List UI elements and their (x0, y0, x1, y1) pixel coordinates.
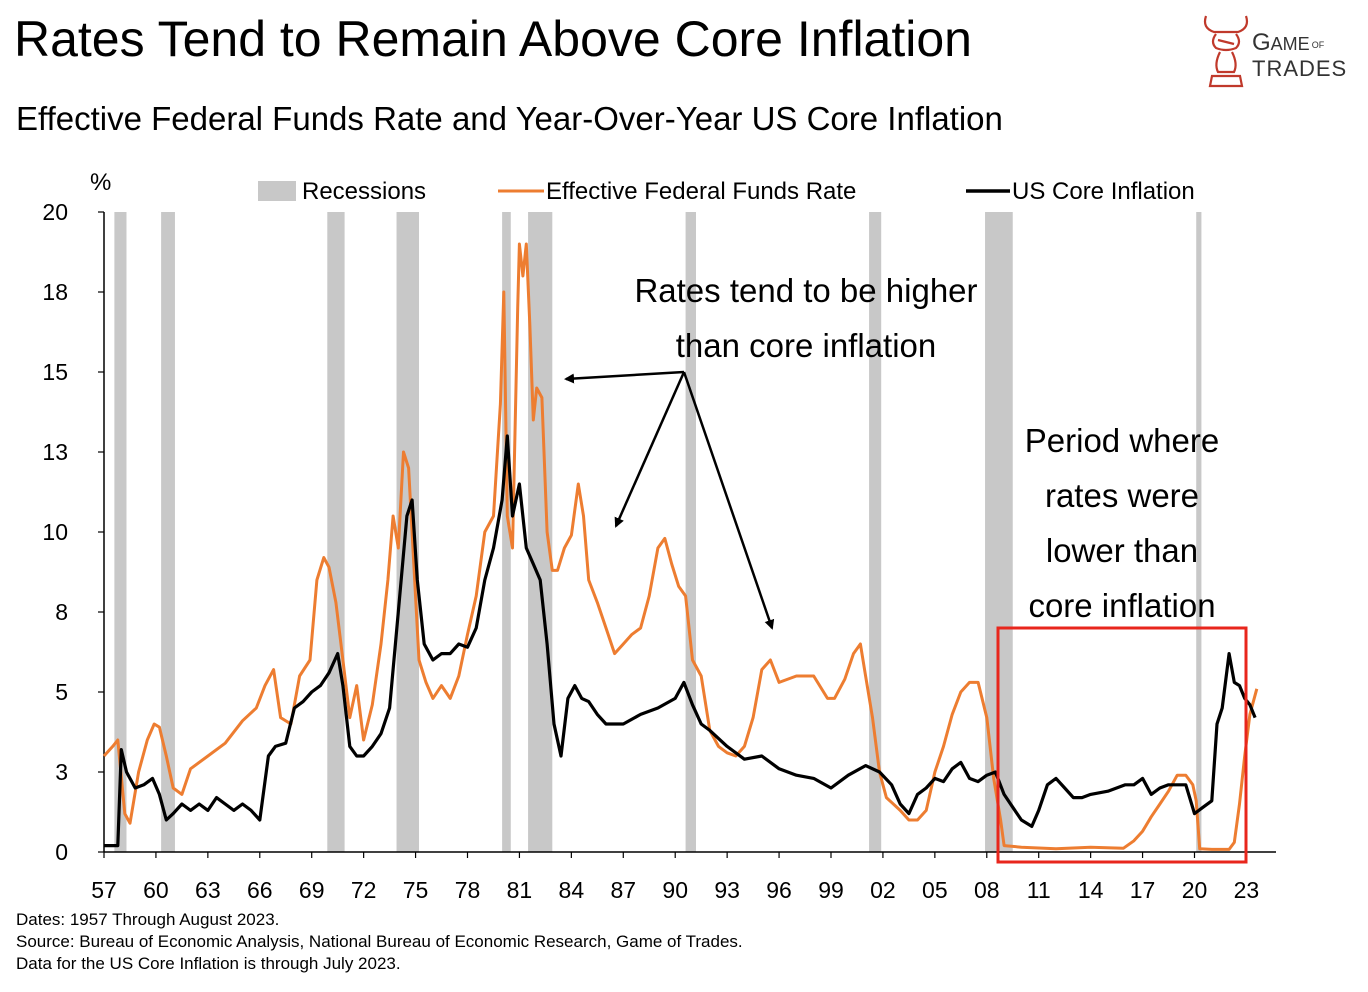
y-tick-label: 3 (55, 759, 68, 785)
x-tick-label: 14 (1078, 877, 1104, 900)
recession-band (502, 212, 511, 852)
x-tick-label: 99 (818, 877, 844, 900)
recession-band (114, 212, 127, 852)
logo-game-g: G (1252, 29, 1271, 56)
x-tick-label: 57 (91, 877, 117, 900)
brand-logo: GAME OF TRADES (1196, 6, 1356, 96)
annotation-period-line2: rates were (1045, 477, 1199, 514)
recession-band (327, 212, 345, 852)
chart: % 0 3 5 8 10 13 15 18 20 57 60 63 66 69 72 75 78 81 84 87 90 9… (42, 169, 1276, 900)
chart-series (102, 242, 1259, 851)
y-tick-label: 5 (55, 679, 68, 705)
fed-funds-rate-line (102, 242, 1259, 851)
legend-label-fed-funds: Effective Federal Funds Rate (546, 178, 856, 205)
legend-label-core: US Core Inflation (1012, 178, 1195, 205)
x-tick-label: 20 (1182, 877, 1208, 900)
chart-axes: % 0 3 5 8 10 13 15 18 20 57 60 63 66 69 72 75 78 81 84 87 90 9… (42, 169, 1276, 900)
legend-label-recessions: Recessions (302, 178, 426, 205)
y-tick-label: 8 (55, 599, 68, 625)
x-tick-label: 72 (351, 877, 377, 900)
footer-source: Source: Bureau of Economic Analysis, Nat… (16, 932, 743, 951)
page-subtitle: Effective Federal Funds Rate and Year-Ov… (16, 100, 1003, 137)
highlight-box (996, 626, 1248, 864)
footer-note: Data for the US Core Inflation is throug… (16, 954, 401, 973)
x-tick-label: 75 (403, 877, 429, 900)
x-tick-label: 90 (662, 877, 688, 900)
recession-band (685, 212, 696, 852)
annotation-period-line4: core inflation (1028, 587, 1215, 624)
y-tick-label: 15 (42, 359, 68, 385)
y-tick-label: 0 (55, 839, 68, 865)
y-tick-label: 13 (42, 439, 68, 465)
x-tick-label: 02 (870, 877, 896, 900)
annotation-period-line1: Period where (1025, 422, 1219, 459)
x-tick-label: 05 (922, 877, 948, 900)
x-tick-label: 78 (455, 877, 481, 900)
logo-of: OF (1312, 40, 1325, 50)
chart-annotations: Rates tend to be higher than core inflati… (564, 272, 1248, 864)
x-tick-label: 69 (299, 877, 325, 900)
page-title: Rates Tend to Remain Above Core Inflatio… (14, 11, 972, 67)
x-tick-label: 23 (1234, 877, 1260, 900)
annotation-rates-higher-line2: than core inflation (676, 327, 937, 364)
recession-band (869, 212, 882, 852)
y-tick-label: 20 (42, 199, 68, 225)
x-tick-label: 81 (507, 877, 533, 900)
core-inflation-line (104, 434, 1257, 848)
y-tick-label: 10 (42, 519, 68, 545)
footer-dates: Dates: 1957 Through August 2023. (16, 910, 280, 929)
y-tick-label: 18 (42, 279, 68, 305)
annotation-arrow (564, 370, 685, 384)
annotation-arrow (682, 371, 775, 630)
legend-swatch-recessions (258, 181, 296, 201)
x-tick-label: 93 (714, 877, 740, 900)
x-tick-label: 66 (247, 877, 273, 900)
x-tick-label: 87 (610, 877, 636, 900)
x-tick-label: 17 (1130, 877, 1156, 900)
y-axis-unit-label: % (90, 169, 111, 196)
bull-bishop-logo-icon: GAME OF TRADES (1203, 15, 1347, 88)
recession-band (528, 212, 553, 852)
x-tick-label: 96 (766, 877, 792, 900)
x-tick-label: 11 (1027, 877, 1051, 900)
annotation-arrow (614, 371, 686, 528)
logo-game-rest: AME (1271, 34, 1310, 54)
recession-band (161, 212, 175, 852)
annotation-rates-higher-line1: Rates tend to be higher (634, 272, 977, 309)
x-tick-label: 84 (559, 877, 585, 900)
annotation-period-line3: lower than (1046, 532, 1198, 569)
footer-notes: Dates: 1957 Through August 2023. Source:… (16, 909, 743, 975)
x-tick-label: 60 (143, 877, 169, 900)
x-tick-label: 63 (195, 877, 221, 900)
chart-legend: Recessions Effective Federal Funds Rate US… (258, 178, 1195, 205)
x-tick-label: 08 (974, 877, 1000, 900)
recession-band (396, 212, 420, 852)
logo-trades: TRADES (1252, 56, 1347, 81)
recession-band (1196, 212, 1202, 852)
